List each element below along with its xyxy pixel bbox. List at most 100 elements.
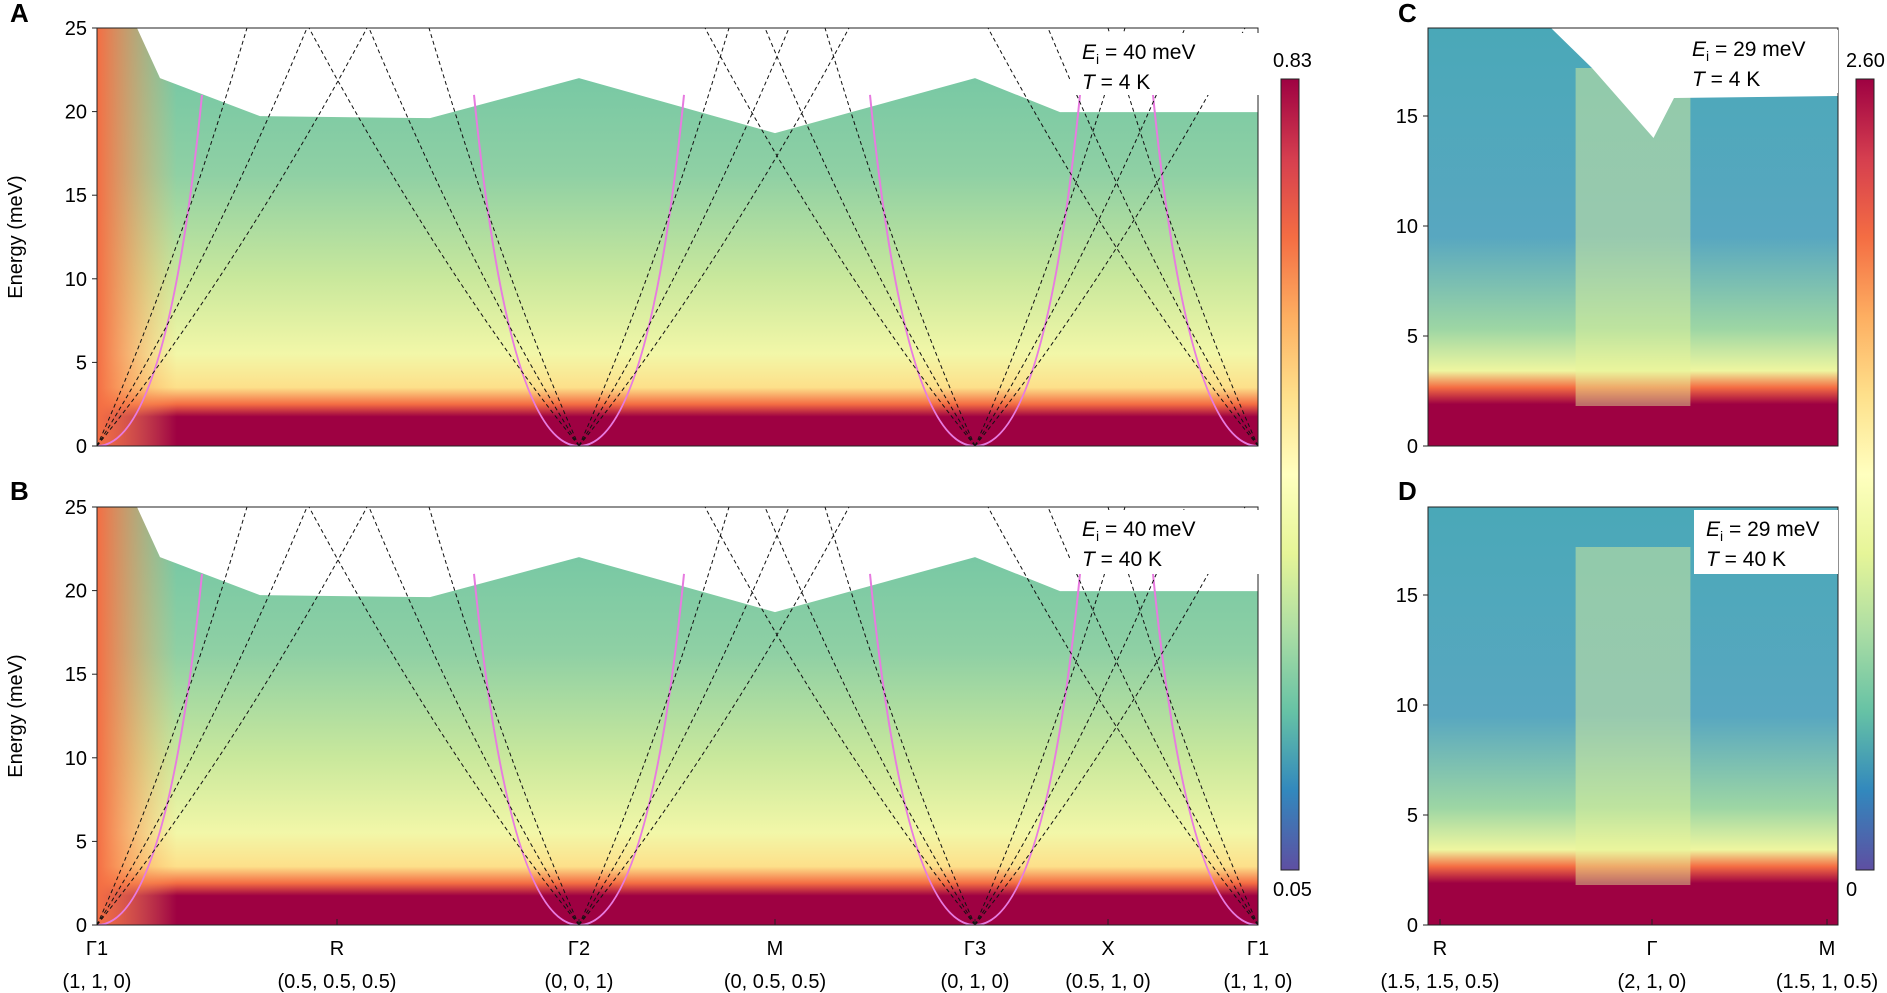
colorbar-min-label: 0.05: [1273, 879, 1312, 901]
annotation-ei: Ei = 40 meV: [1082, 41, 1195, 67]
dashed-branch-2-r-2: [974, 28, 1246, 446]
magenta-dispersion-0: [97, 94, 203, 446]
dashed-branch-0-r-2: [97, 507, 368, 925]
x-hkl-label-2: (0, 0, 1): [545, 971, 614, 993]
x-tick-label-5: X: [1101, 938, 1114, 960]
x-tick-label-1: Γ: [1646, 938, 1657, 960]
magenta-dispersion-1: [473, 573, 580, 925]
annotation-box: [1070, 33, 1260, 95]
magenta-dispersion-0: [97, 573, 203, 925]
x-hkl-label-6: (1, 1, 0): [1224, 971, 1293, 993]
panel-d: 0 5 10 15 D R (1.5, 1.5, 0.5) Γ (2, 1, 0) M (1.5, …: [1381, 476, 1879, 993]
x-tick-label-6: Γ1: [1247, 938, 1269, 960]
annotation-box: [1070, 510, 1260, 574]
y-tick-label-0: 0: [1407, 915, 1418, 937]
dashed-branch-2-l-1: [764, 507, 976, 925]
dashed-branch-1-r-0: [578, 507, 730, 925]
x-hkl-label-2: (1.5, 1, 0.5): [1776, 971, 1878, 993]
dashed-branch-2-r-2: [974, 507, 1246, 925]
dashed-branch-1-r-2: [578, 28, 850, 446]
dashed-branch-1-r-1: [578, 28, 790, 446]
x-hkl-label-0: (1.5, 1.5, 0.5): [1381, 971, 1500, 993]
y-tick-label-10: 10: [1396, 216, 1418, 238]
magenta-dispersion-3: [869, 573, 976, 925]
y-tick-label-0: 0: [1407, 436, 1418, 458]
panel-b: 0 5 10 15 20 25 Energy (meV) B Γ1 (1, 1, 0) R (0.5,…: [5, 476, 1293, 993]
y-tick-label-15: 15: [65, 185, 87, 207]
dashed-branch-2-l-0: [824, 28, 976, 446]
y-tick-label-15: 15: [1396, 585, 1418, 607]
y-tick-label-10: 10: [65, 269, 87, 291]
magenta-dispersion-5: [1152, 573, 1258, 925]
annotation-temperature: T = 4 K: [1082, 71, 1150, 94]
heatmap-gamma-band: [1575, 547, 1691, 885]
annotation-ei: Ei = 29 meV: [1692, 38, 1805, 64]
y-tick-label-20: 20: [65, 581, 87, 603]
dashed-branch-2-l-2: [704, 507, 976, 925]
panel-a: 0 5 10 15 20 25 Energy (meV) A Ei = 40 meV T = 4 …: [5, 0, 1312, 901]
annotation-ei: Ei = 29 meV: [1706, 518, 1819, 544]
y-tick-label-10: 10: [65, 748, 87, 770]
dashed-branch-1-l-2: [308, 507, 580, 925]
dashed-branch-2-l-0: [824, 507, 976, 925]
panel-label: D: [1398, 476, 1417, 506]
dispersion-curves: [97, 28, 1258, 446]
y-tick-label-25: 25: [65, 497, 87, 519]
dashed-branch-1-l-0: [428, 507, 580, 925]
x-hkl-label-1: (2, 1, 0): [1618, 971, 1687, 993]
annotation-ei: Ei = 40 meV: [1082, 518, 1195, 544]
y-tick-label-5: 5: [1407, 805, 1418, 827]
dashed-branch-0-r-0: [97, 28, 248, 446]
magenta-dispersion-2: [578, 94, 685, 446]
annotation-temperature: T = 40 K: [1706, 548, 1786, 571]
colorbar-max-label: 0.83: [1273, 50, 1312, 72]
dashed-branch-1-r-0: [578, 28, 730, 446]
panel-label: B: [10, 476, 29, 506]
y-tick-label-5: 5: [76, 352, 87, 374]
x-tick-label-2: M: [1819, 938, 1836, 960]
dashed-branch-1-r-2: [578, 507, 850, 925]
colorbar: [1855, 78, 1875, 871]
y-tick-label-5: 5: [1407, 326, 1418, 348]
y-axis-label: Energy (meV): [5, 654, 27, 777]
dashed-branch-0-r-1: [97, 28, 308, 446]
annotation-temperature: T = 40 K: [1082, 548, 1162, 571]
dashed-branch-1-l-2: [308, 28, 580, 446]
y-tick-label-10: 10: [1396, 695, 1418, 717]
magenta-dispersion-4: [974, 573, 1081, 925]
dashed-branch-0-r-1: [97, 507, 308, 925]
dashed-branch-1-l-1: [368, 507, 580, 925]
plot-frame: [96, 506, 1259, 926]
panel-label: C: [1398, 0, 1417, 28]
dashed-branch-3-l-2: [987, 507, 1258, 925]
dashed-branch-2-l-1: [764, 28, 976, 446]
heatmap-left-edge: [97, 28, 177, 446]
x-hkl-label-5: (0.5, 1, 0): [1065, 971, 1151, 993]
heatmap-body: [1428, 507, 1838, 925]
annotation-box: [1694, 510, 1838, 574]
heatmap-unmeasured-region: [137, 507, 1258, 613]
x-tick-label-3: M: [767, 938, 784, 960]
magenta-dispersion-2: [578, 573, 685, 925]
dashed-branch-0-r-2: [97, 28, 368, 446]
annotation-box: [1680, 30, 1838, 93]
dashed-branch-2-l-2: [704, 28, 976, 446]
magenta-dispersion-4: [974, 94, 1081, 446]
y-tick-label-15: 15: [1396, 106, 1418, 128]
y-tick-label-0: 0: [76, 915, 87, 937]
magenta-dispersion-1: [473, 94, 580, 446]
x-tick-label-0: R: [1433, 938, 1447, 960]
y-tick-label-15: 15: [65, 664, 87, 686]
plot-frame: [1427, 27, 1839, 447]
x-tick-label-4: Γ3: [964, 938, 986, 960]
x-tick-label-2: Γ2: [568, 938, 590, 960]
x-tick-label-1: R: [330, 938, 344, 960]
x-hkl-label-0: (1, 1, 0): [63, 971, 132, 993]
x-hkl-label-4: (0, 1, 0): [941, 971, 1010, 993]
heatmap-unmeasured-region: [137, 28, 1258, 134]
dashed-branch-1-l-1: [368, 28, 580, 446]
y-tick-label-25: 25: [65, 18, 87, 40]
panel-label: A: [10, 0, 29, 28]
magenta-dispersion-3: [869, 94, 976, 446]
plot-frame: [96, 27, 1259, 447]
